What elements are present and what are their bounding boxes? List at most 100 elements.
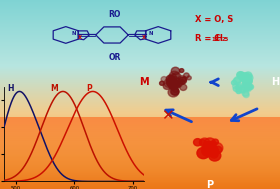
Circle shape [172,73,181,81]
Circle shape [243,75,251,82]
Circle shape [237,72,244,78]
Circle shape [207,146,218,155]
Circle shape [202,146,208,151]
Circle shape [179,69,184,73]
Circle shape [204,142,214,150]
Circle shape [171,77,179,84]
Text: N: N [148,31,153,36]
Circle shape [197,147,210,159]
Circle shape [246,75,253,81]
Text: X: X [142,35,146,40]
Text: N: N [71,31,76,36]
Circle shape [232,81,237,85]
Circle shape [170,83,174,87]
Circle shape [167,78,176,87]
Text: X = O, S: X = O, S [195,15,233,24]
Circle shape [242,90,249,96]
Circle shape [187,76,191,80]
Circle shape [207,147,213,153]
Text: 25: 25 [221,37,228,42]
Circle shape [247,74,252,78]
Circle shape [241,73,246,77]
Circle shape [237,82,242,87]
Circle shape [173,87,178,92]
Circle shape [199,138,210,147]
Circle shape [204,148,214,157]
Circle shape [210,146,217,153]
Circle shape [234,77,241,83]
Circle shape [180,80,185,84]
Circle shape [169,76,175,81]
Circle shape [248,84,253,90]
Circle shape [242,78,250,85]
Circle shape [169,82,178,90]
Circle shape [168,74,176,81]
Circle shape [244,85,251,92]
Circle shape [166,75,174,82]
Circle shape [244,78,252,85]
Circle shape [236,88,241,92]
Circle shape [210,151,218,158]
Circle shape [210,149,217,155]
Circle shape [211,151,217,156]
Circle shape [245,78,249,81]
Circle shape [172,81,179,88]
Circle shape [204,149,212,156]
Circle shape [202,147,212,156]
Circle shape [172,78,183,88]
Text: P: P [206,180,214,189]
Circle shape [163,83,171,89]
Circle shape [207,146,213,151]
Circle shape [171,88,179,95]
Circle shape [243,92,249,98]
Circle shape [239,75,242,78]
Text: R = C: R = C [195,34,220,43]
Circle shape [242,76,247,81]
Circle shape [166,78,173,84]
Circle shape [199,139,206,145]
Circle shape [245,84,252,90]
Circle shape [210,147,218,154]
Circle shape [161,77,167,82]
Circle shape [233,87,239,91]
Circle shape [244,72,252,78]
Text: OR: OR [109,53,121,62]
Circle shape [242,84,249,91]
Circle shape [179,77,186,84]
Circle shape [175,83,180,88]
Circle shape [233,78,241,84]
Circle shape [171,67,180,75]
Circle shape [204,145,216,155]
Text: ✕: ✕ [161,108,174,123]
Circle shape [193,139,202,146]
Circle shape [240,74,248,81]
Circle shape [242,73,249,79]
Text: H: H [7,84,13,93]
Circle shape [210,149,218,156]
Circle shape [173,81,179,87]
Circle shape [236,89,241,94]
Circle shape [169,71,179,80]
Text: H: H [272,77,280,87]
Text: RO: RO [109,10,121,19]
Circle shape [242,82,248,87]
Circle shape [239,86,246,93]
Circle shape [236,84,242,90]
Circle shape [214,146,222,153]
Circle shape [167,79,174,85]
Circle shape [203,142,216,153]
Circle shape [209,150,221,161]
Circle shape [182,77,187,81]
Circle shape [179,76,186,82]
Circle shape [180,84,187,91]
Circle shape [211,143,223,153]
Circle shape [211,151,217,157]
Text: M: M [50,84,58,93]
Circle shape [170,82,175,86]
Circle shape [175,81,181,87]
Circle shape [209,141,216,148]
Circle shape [212,139,218,145]
Circle shape [203,144,215,155]
Circle shape [238,72,245,79]
Circle shape [160,81,164,85]
